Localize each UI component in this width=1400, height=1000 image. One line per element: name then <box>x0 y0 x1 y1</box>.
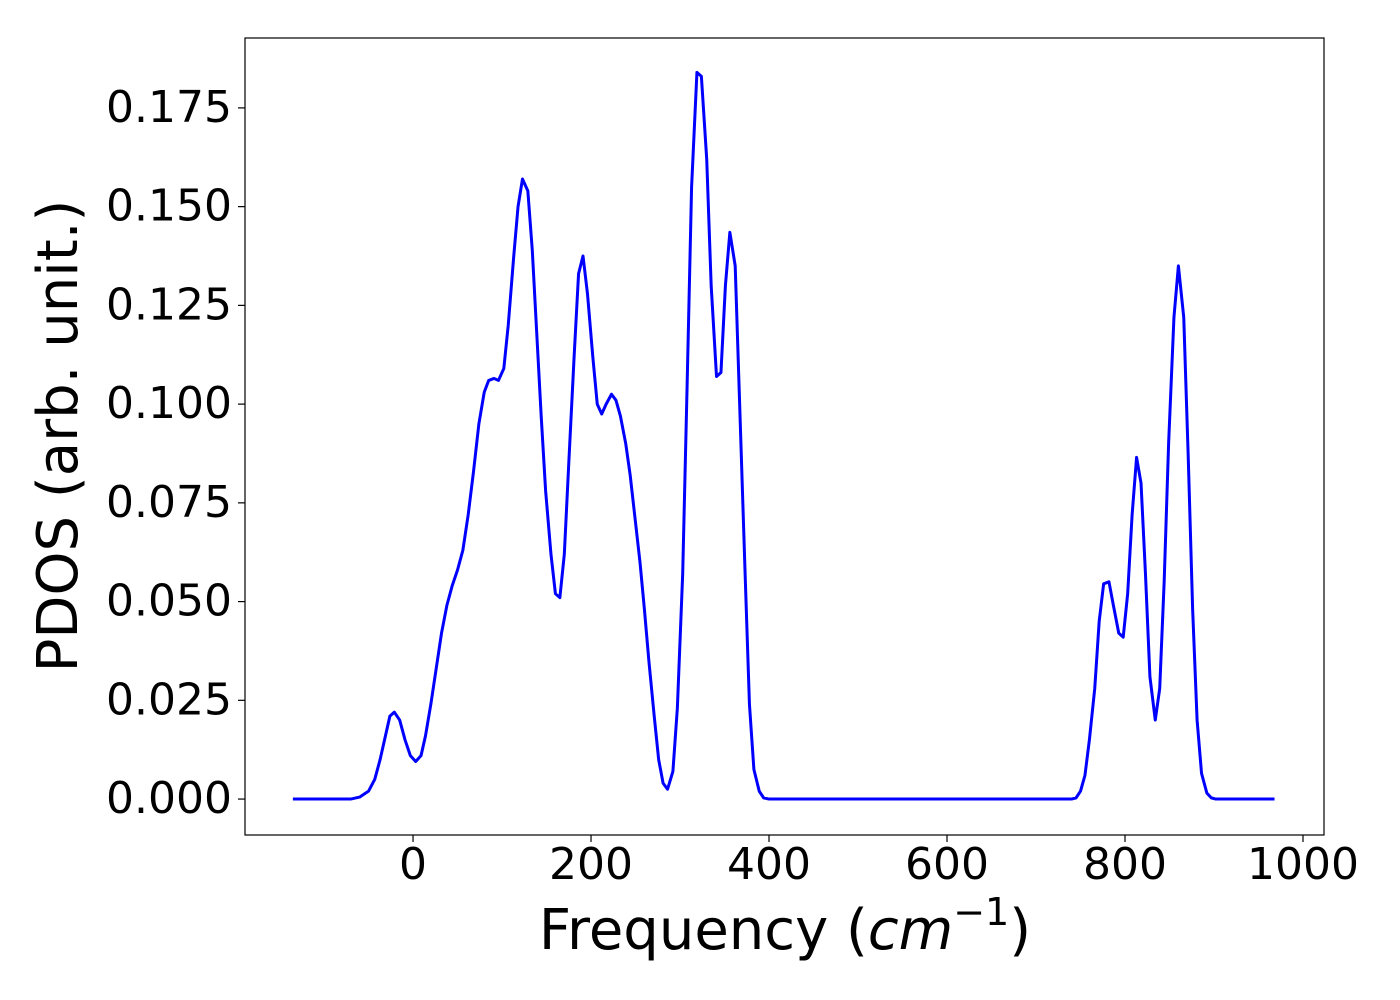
y-axis-label: PDOS (arb. unit.) <box>26 200 91 673</box>
x-label-close: ) <box>1009 898 1031 963</box>
x-tick-label: 800 <box>1083 839 1167 890</box>
y-tick-label: 0.175 <box>106 82 232 133</box>
x-label-text: Frequency ( <box>539 898 868 963</box>
x-tick-label: 200 <box>549 839 633 890</box>
x-tick-label: 600 <box>905 839 989 890</box>
y-tick-label: 0.125 <box>106 279 232 330</box>
y-tick-label: 0.150 <box>106 181 232 232</box>
plot-frame <box>244 37 1325 836</box>
x-label-exponent: −1 <box>953 890 1009 934</box>
y-tick-label: 0.025 <box>106 674 232 725</box>
y-tick-label: 0.000 <box>106 773 232 824</box>
x-axis-label: Frequency (cm−1) <box>539 890 1031 964</box>
y-tick-label: 0.050 <box>106 576 232 627</box>
x-label-unit: cm <box>868 898 953 963</box>
x-tick-label: 400 <box>727 839 811 890</box>
x-tick-label: 0 <box>399 839 427 890</box>
x-tick-label: 1000 <box>1247 839 1359 890</box>
data-line <box>292 70 1275 801</box>
y-tick-label: 0.075 <box>106 477 232 528</box>
y-tick-label: 0.100 <box>106 378 232 429</box>
